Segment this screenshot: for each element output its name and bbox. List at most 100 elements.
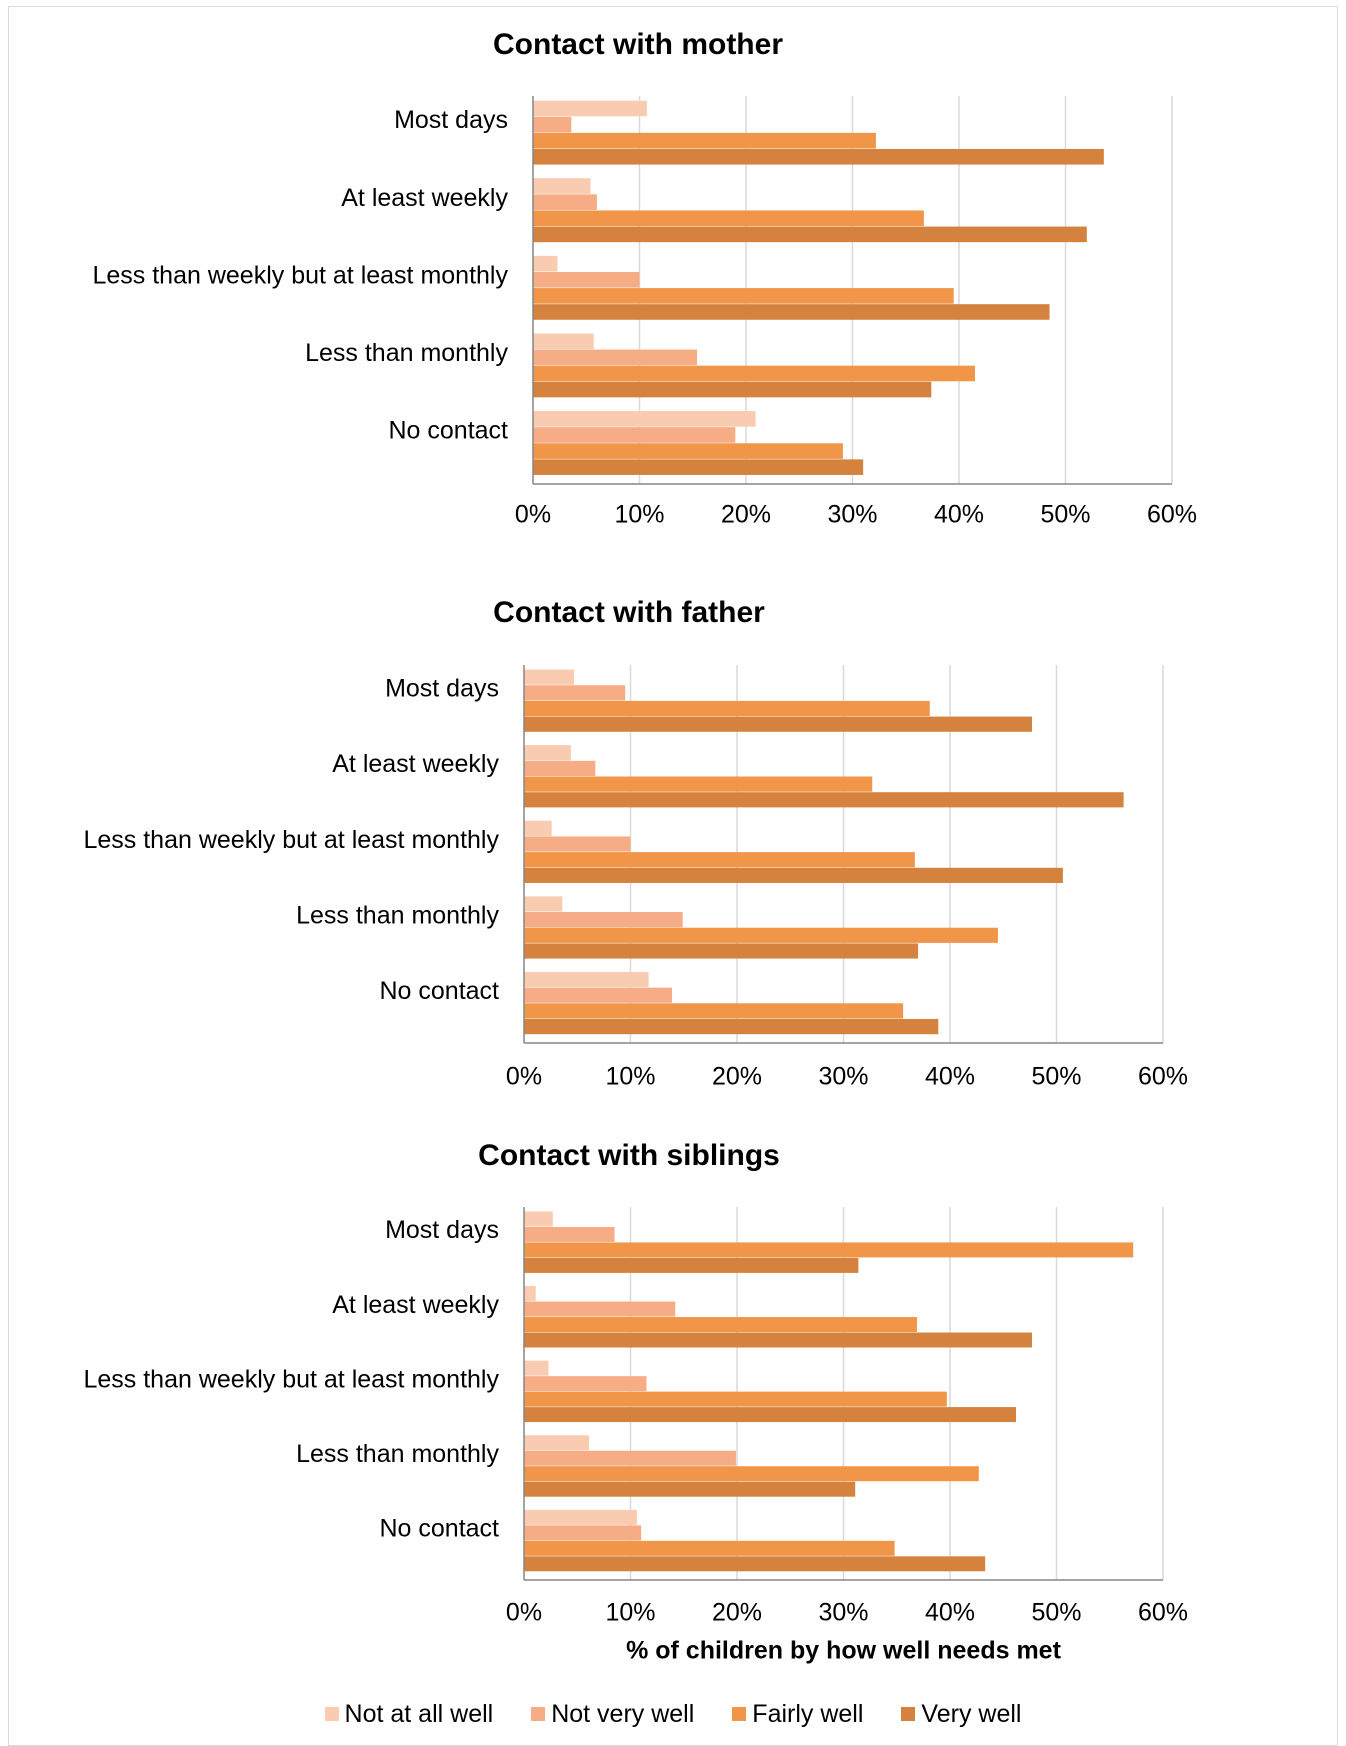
bar-not-at-all-well [524, 745, 571, 761]
bar-not-very-well [524, 1376, 647, 1392]
bar-not-very-well [524, 760, 596, 777]
x-tick-label: 0% [506, 1599, 542, 1627]
bar-not-very-well [533, 194, 597, 210]
x-tick-label: 10% [614, 501, 664, 529]
bar-not-very-well [533, 427, 736, 443]
category-label: No contact [379, 1515, 499, 1543]
bar-not-at-all-well [524, 1211, 553, 1227]
bar-fairly-well [524, 1242, 1134, 1258]
x-axis-title: % of children by how well needs met [626, 1637, 1061, 1665]
bar-very-well [533, 381, 932, 398]
bar-not-very-well [533, 349, 698, 366]
bar-very-well [524, 1018, 939, 1035]
bar-very-well [524, 1556, 986, 1572]
chart-title: Contact with siblings [478, 1139, 780, 1172]
category-label: Less than weekly but at least monthly [83, 826, 499, 854]
bar-very-well [524, 716, 1033, 732]
category-label: Most days [385, 1216, 499, 1244]
x-tick-label: 10% [605, 1063, 655, 1091]
bar-fairly-well [524, 852, 915, 868]
legend-item-fairly-well: Fairly well [732, 1700, 863, 1729]
bar-not-at-all-well [533, 411, 756, 427]
category-label: Most days [385, 675, 499, 703]
x-tick-label: 20% [712, 1599, 762, 1627]
category-label: Most days [394, 106, 508, 134]
bar-fairly-well [524, 927, 998, 943]
bar-fairly-well [524, 1391, 947, 1407]
category-label: At least weekly [332, 1291, 499, 1319]
x-tick-label: 30% [818, 1599, 868, 1627]
bar-not-at-all-well [524, 1435, 589, 1451]
bar-fairly-well [533, 365, 975, 382]
bar-very-well [533, 148, 1104, 165]
x-tick-label: 40% [925, 1599, 975, 1627]
bar-not-at-all-well [533, 255, 558, 272]
bar-very-well [524, 943, 919, 959]
category-label: Less than weekly but at least monthly [83, 1365, 499, 1393]
chart-title: Contact with father [493, 596, 765, 629]
bar-fairly-well [524, 1317, 917, 1333]
legend-item-not-very-well: Not very well [531, 1700, 694, 1729]
bar-not-at-all-well [533, 178, 591, 194]
bar-not-very-well [524, 836, 631, 852]
bar-fairly-well [533, 132, 876, 149]
legend: Not at all well Not very well Fairly well V… [0, 1697, 1346, 1731]
x-tick-label: 30% [818, 1063, 868, 1091]
x-tick-label: 50% [1031, 1063, 1081, 1091]
x-tick-label: 40% [934, 501, 984, 529]
bar-not-at-all-well [524, 896, 563, 912]
legend-label: Not very well [551, 1699, 695, 1728]
legend-swatch [531, 1707, 546, 1721]
x-tick-label: 10% [605, 1599, 655, 1627]
category-label: Less than monthly [305, 339, 508, 367]
x-tick-label: 50% [1031, 1599, 1081, 1627]
bar-not-at-all-well [524, 820, 552, 836]
bar-not-very-well [524, 1450, 736, 1466]
bar-fairly-well [524, 700, 930, 717]
bar-not-at-all-well [524, 971, 649, 988]
bar-fairly-well [533, 288, 954, 304]
category-label: Less than weekly but at least monthly [92, 261, 508, 289]
x-tick-label: 60% [1138, 1063, 1188, 1091]
bar-not-at-all-well [533, 100, 647, 117]
bar-not-very-well [524, 987, 673, 1003]
category-label: No contact [379, 977, 499, 1005]
legend-swatch [901, 1707, 916, 1721]
legend-label: Very well [921, 1699, 1022, 1728]
bar-not-at-all-well [524, 1509, 637, 1525]
x-tick-label: 0% [515, 501, 551, 529]
x-tick-label: 60% [1147, 501, 1197, 529]
category-label: At least weekly [341, 184, 508, 212]
bar-fairly-well [524, 776, 873, 792]
category-label: At least weekly [332, 750, 499, 778]
bar-not-very-well [524, 912, 683, 928]
bar-not-at-all-well [524, 1286, 536, 1302]
category-label: No contact [388, 417, 508, 445]
bar-fairly-well [533, 443, 843, 459]
bar-not-very-well [533, 271, 640, 288]
x-tick-label: 20% [721, 501, 771, 529]
bar-very-well [524, 792, 1124, 808]
bar-fairly-well [524, 1540, 895, 1556]
legend-item-not-at-all-well: Not at all well [324, 1699, 494, 1729]
bar-very-well [524, 867, 1063, 883]
category-label: Less than monthly [296, 1440, 499, 1468]
bar-very-well [524, 1481, 856, 1497]
bar-not-very-well [524, 1301, 676, 1317]
bar-not-very-well [524, 685, 626, 701]
bar-very-well [524, 1407, 1017, 1423]
legend-label: Not at all well [344, 1699, 494, 1728]
x-tick-label: 0% [506, 1063, 542, 1091]
bar-fairly-well [533, 210, 924, 227]
x-tick-label: 30% [827, 501, 877, 529]
legend-swatch [324, 1707, 339, 1721]
bar-not-at-all-well [533, 333, 594, 350]
bar-not-at-all-well [524, 1360, 549, 1376]
legend-swatch [732, 1707, 747, 1721]
x-tick-label: 60% [1138, 1599, 1188, 1627]
x-tick-label: 40% [925, 1063, 975, 1091]
chart-title: Contact with mother [493, 28, 783, 61]
legend-label: Fairly well [752, 1699, 864, 1728]
bar-fairly-well [524, 1003, 904, 1019]
